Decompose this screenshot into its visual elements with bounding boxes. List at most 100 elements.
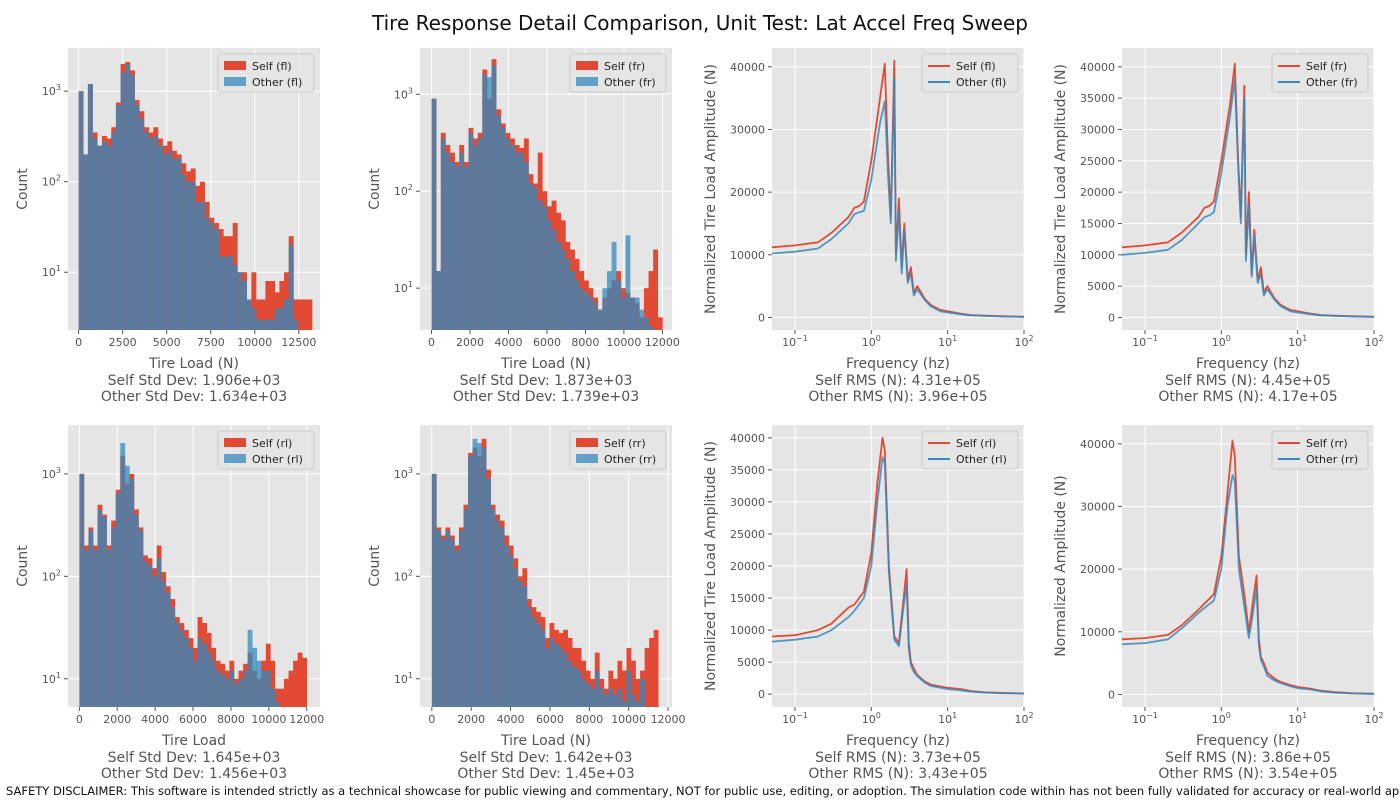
legend-swatch bbox=[224, 77, 246, 86]
histogram-bar bbox=[206, 652, 212, 707]
histogram-bar bbox=[195, 201, 201, 330]
histogram-bar bbox=[307, 299, 313, 330]
histogram-bar bbox=[202, 643, 207, 707]
histogram-bar bbox=[546, 220, 552, 330]
histogram-bar bbox=[183, 637, 189, 707]
stat-line: Other RMS (N): 3.96e+05 bbox=[808, 389, 987, 405]
histogram-bar bbox=[298, 299, 304, 330]
histogram-bar bbox=[431, 98, 437, 330]
y-axis-label: Count bbox=[15, 545, 31, 587]
histogram-bar bbox=[224, 678, 230, 707]
histogram-bar bbox=[450, 162, 455, 330]
hist-rr: 0 2000 4000 6000 8000 10000 12000 101 102 103 Tire… bbox=[367, 425, 686, 782]
histogram-bar bbox=[477, 443, 482, 707]
histogram-bar bbox=[556, 241, 562, 330]
histogram-bar bbox=[181, 174, 187, 330]
legend-label: Self (fr) bbox=[1306, 60, 1347, 73]
histogram-bar bbox=[102, 516, 107, 707]
histogram-bar bbox=[261, 670, 267, 707]
histogram-bar bbox=[574, 280, 580, 330]
legend-label: Other (rr) bbox=[604, 453, 656, 466]
y-tick-label: 103 bbox=[394, 466, 413, 481]
series-line-other bbox=[1122, 474, 1374, 695]
histogram-bar bbox=[165, 592, 171, 707]
legend-label: Self (rl) bbox=[252, 437, 292, 450]
histogram-bar bbox=[167, 150, 173, 330]
histogram-bar bbox=[176, 158, 182, 330]
histogram-bar bbox=[436, 271, 442, 330]
histogram-bar bbox=[229, 670, 235, 707]
histogram-bar bbox=[152, 576, 157, 707]
series-line-self bbox=[772, 59, 1024, 318]
histogram-bar bbox=[458, 530, 464, 707]
x-tick-label: 101 bbox=[1288, 334, 1307, 349]
histogram-bar bbox=[533, 187, 539, 330]
histogram-bar bbox=[486, 478, 491, 707]
y-tick-label: 40000 bbox=[730, 61, 765, 74]
histogram-bar bbox=[640, 678, 645, 707]
x-tick-label: 102 bbox=[1364, 711, 1383, 726]
histogram-bar bbox=[472, 438, 478, 707]
legend-label: Other (fl) bbox=[956, 76, 1006, 89]
histogram-bar bbox=[260, 299, 266, 330]
y-tick-label: 10000 bbox=[730, 624, 765, 637]
histogram-bar bbox=[247, 629, 253, 707]
histogram-bar bbox=[643, 288, 649, 330]
histogram-bar bbox=[579, 288, 585, 330]
y-tick-label: 25000 bbox=[730, 528, 765, 541]
histogram-bar bbox=[635, 701, 641, 707]
data-area bbox=[1122, 62, 1374, 318]
x-tick-label: 2000 bbox=[457, 713, 485, 726]
histogram-bar bbox=[463, 509, 469, 707]
histogram-bar bbox=[288, 670, 294, 707]
histogram-bar bbox=[606, 271, 612, 330]
safety-disclaimer: SAFETY DISCLAIMER: This software is inte… bbox=[6, 784, 1400, 798]
histogram-bar bbox=[274, 701, 280, 707]
x-tick-label: 100 bbox=[1212, 711, 1231, 726]
histogram-bar bbox=[78, 91, 84, 330]
histogram-bar bbox=[139, 118, 145, 330]
histogram-bar bbox=[643, 317, 649, 330]
histogram-bar bbox=[537, 200, 543, 330]
y-tick-label: 40000 bbox=[1080, 61, 1115, 74]
histogram-bar bbox=[581, 678, 587, 707]
histogram-bar bbox=[133, 514, 139, 707]
y-axis-label: Normalized Tire Load Amplitude (N) bbox=[703, 441, 719, 691]
histogram-bar bbox=[265, 319, 271, 330]
histogram-bar bbox=[237, 272, 243, 330]
legend: Self (rr) Other (rr) bbox=[1271, 430, 1369, 470]
histogram-bar bbox=[302, 657, 308, 707]
plot-background bbox=[1122, 425, 1374, 707]
histogram-bar bbox=[523, 162, 529, 330]
x-tick-label: 5000 bbox=[153, 336, 181, 349]
y-tick-label: 0 bbox=[1108, 688, 1115, 701]
y-axis-label: Count bbox=[367, 168, 383, 210]
histogram-bar bbox=[459, 152, 465, 330]
y-axis-label: Normalized Amplitude (N) bbox=[1053, 475, 1069, 656]
stat-line: Self Std Dev: 1.906e+03 bbox=[108, 373, 281, 389]
histogram-bar bbox=[499, 527, 505, 707]
y-tick-label: 102 bbox=[394, 568, 413, 583]
histogram-bar bbox=[170, 607, 176, 707]
histogram-bar bbox=[256, 319, 262, 330]
y-tick-label: 101 bbox=[394, 671, 413, 686]
histogram-bar bbox=[481, 447, 487, 707]
x-tick-label: 101 bbox=[938, 334, 957, 349]
histogram-bar bbox=[445, 530, 451, 707]
histogram-bar bbox=[129, 75, 135, 330]
histogram-bar bbox=[143, 132, 149, 330]
histogram-bar bbox=[218, 256, 224, 330]
histogram-bar bbox=[576, 670, 582, 707]
legend-label: Other (fr) bbox=[1306, 76, 1358, 89]
stat-line: Other Std Dev: 1.45e+03 bbox=[457, 766, 634, 782]
y-tick-label: 20000 bbox=[730, 560, 765, 573]
legend-label: Other (rr) bbox=[1306, 453, 1358, 466]
histogram-bar bbox=[270, 688, 276, 707]
series-line-other bbox=[1122, 78, 1374, 318]
histogram-bar bbox=[431, 473, 437, 707]
series-other bbox=[78, 63, 299, 330]
histogram-bar bbox=[625, 235, 631, 330]
histogram-bar bbox=[630, 297, 635, 330]
histogram-bar bbox=[211, 660, 217, 707]
legend-label: Self (rl) bbox=[956, 437, 996, 450]
